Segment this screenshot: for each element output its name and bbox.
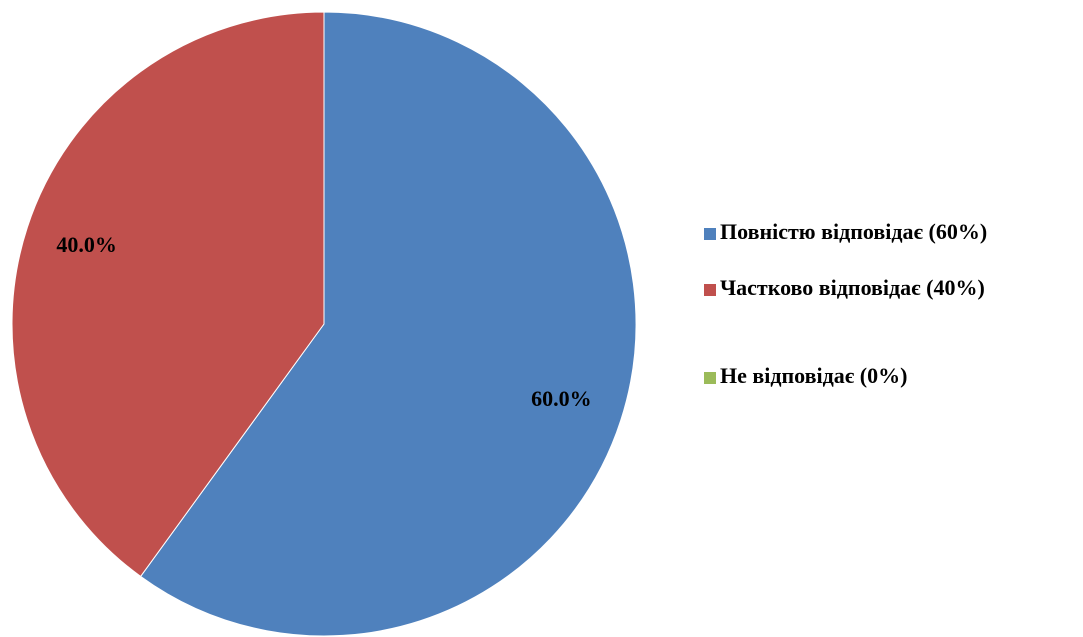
pie-slice — [11, 11, 325, 578]
legend-swatch — [704, 372, 716, 384]
legend-label: Частково відповідає (40%) — [720, 275, 985, 300]
data-label: 60.0% — [531, 386, 592, 411]
legend-label: Не відповідає (0%) — [720, 363, 907, 388]
legend-swatch — [704, 284, 716, 296]
legend-swatch — [704, 228, 716, 240]
pie-slice — [139, 11, 637, 637]
legend-label: Повністю відповідає (60%) — [720, 219, 987, 244]
data-label: 40.0% — [56, 232, 117, 257]
